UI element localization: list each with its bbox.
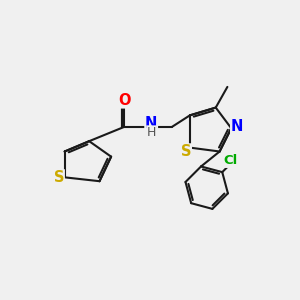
- Text: S: S: [181, 144, 191, 159]
- Text: Cl: Cl: [224, 154, 238, 167]
- Text: N: N: [231, 119, 243, 134]
- Text: H: H: [146, 126, 156, 139]
- Text: S: S: [54, 170, 64, 185]
- Text: O: O: [118, 93, 130, 108]
- Text: N: N: [145, 116, 158, 131]
